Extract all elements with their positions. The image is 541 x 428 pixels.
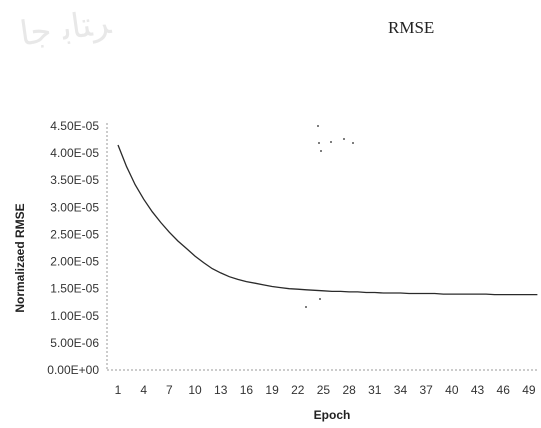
x-axis-title: Epoch — [314, 408, 351, 422]
x-tick-label: 4 — [140, 383, 147, 397]
x-tick-label: 25 — [317, 383, 331, 397]
x-tick-label: 37 — [419, 383, 433, 397]
y-tick-label: 1.50E-05 — [50, 282, 99, 296]
y-tick-label: 1.00E-05 — [50, 309, 99, 323]
scan-watermark: ﺮﺘﺎﺑ ﺟﺎ — [17, 2, 114, 54]
x-tick-labels: 1 4 7 10 13 16 19 22 25 28 31 34 37 40 43 46 49 — [115, 383, 536, 397]
scan-specks — [305, 125, 354, 308]
x-tick-label: 49 — [522, 383, 536, 397]
series-line — [117, 144, 538, 296]
y-tick-label: 0.00E+00 — [47, 363, 99, 377]
x-tick-label: 31 — [368, 383, 382, 397]
y-tick-label: 4.00E-05 — [50, 146, 99, 160]
y-tick-label: 3.50E-05 — [50, 173, 99, 187]
y-tick-label: 5.00E-06 — [50, 336, 99, 350]
x-tick-label: 7 — [166, 383, 173, 397]
x-tick-label: 1 — [115, 383, 122, 397]
x-tick-label: 28 — [342, 383, 356, 397]
svg-text:ﺮﺘﺎﺑ ﺟﺎ: ﺮﺘﺎﺑ ﺟﺎ — [17, 2, 114, 54]
x-tick-label: 19 — [265, 383, 279, 397]
y-tick-labels: 0.00E+00 5.00E-06 1.00E-05 1.50E-05 2.00E-05… — [47, 119, 99, 377]
x-tick-label: 10 — [188, 383, 202, 397]
document-heading: RMSE — [388, 18, 434, 37]
x-tick-label: 43 — [471, 383, 485, 397]
x-tick-label: 13 — [214, 383, 228, 397]
x-tick-label: 16 — [240, 383, 254, 397]
x-tick-label: 34 — [394, 383, 408, 397]
y-tick-label: 3.00E-05 — [50, 200, 99, 214]
y-axis-title: Normalizaed RMSE — [13, 203, 27, 312]
x-tick-label: 46 — [497, 383, 511, 397]
x-tick-label: 40 — [445, 383, 459, 397]
y-tick-label: 2.00E-05 — [50, 255, 99, 269]
x-tick-label: 22 — [291, 383, 305, 397]
y-tick-label: 2.50E-05 — [50, 227, 99, 241]
series-group — [117, 144, 538, 296]
y-tick-label: 4.50E-05 — [50, 119, 99, 133]
